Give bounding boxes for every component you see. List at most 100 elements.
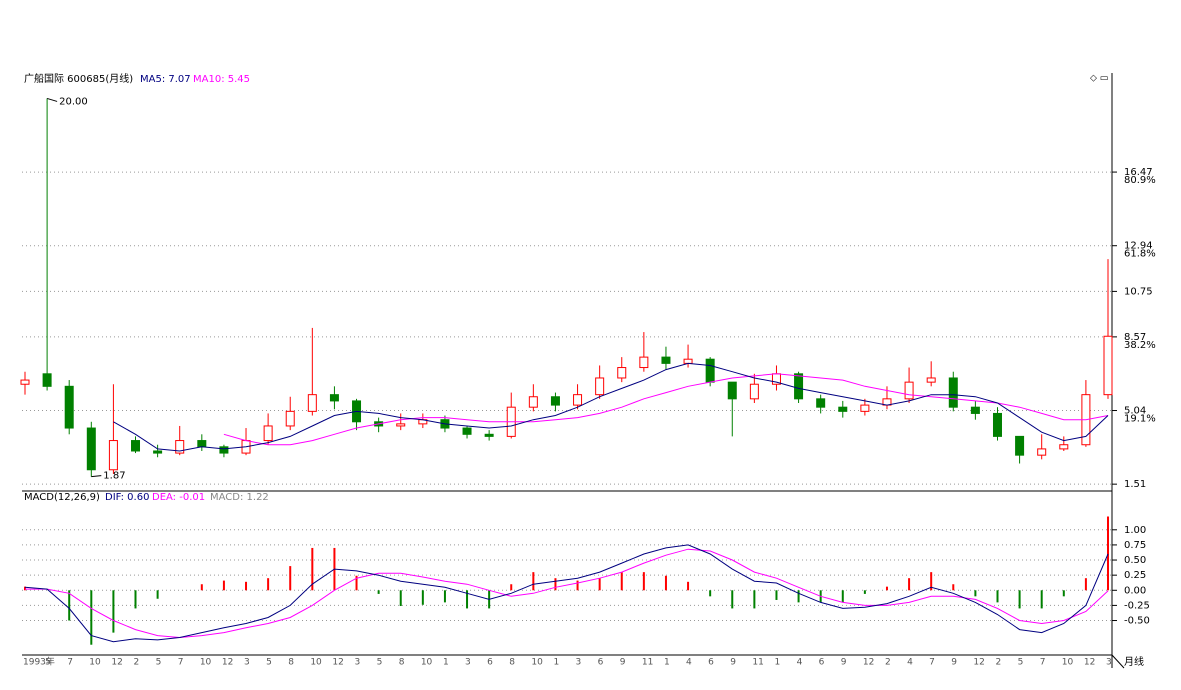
x-tick-label: 9 [951, 658, 957, 668]
y-tick-label: 1.00 [1124, 525, 1146, 536]
x-tick-label: 3 [576, 658, 582, 668]
candle-body [197, 440, 207, 448]
x-tick-label: 6 [708, 658, 714, 668]
candle-body [1037, 448, 1047, 456]
candle-body [838, 406, 848, 412]
y-tick-label: 0.50 [1124, 555, 1146, 566]
x-tick-label: 5 [45, 658, 51, 668]
y-tick-label: 5.04 [1124, 406, 1146, 417]
candle-body [926, 377, 936, 383]
x-tick-label: 5 [1018, 658, 1024, 668]
x-tick-label: 10 [531, 658, 543, 668]
x-tick-label: 9 [730, 658, 736, 668]
candle-body [992, 412, 1002, 437]
candle-body [131, 440, 141, 452]
ma5-legend: MA5: 7.07 [140, 74, 191, 85]
candle-body [219, 446, 229, 454]
candle-body [153, 450, 163, 454]
x-tick-label: 1 [664, 658, 670, 668]
y-tick-label: -0.25 [1124, 600, 1150, 611]
candle-body [64, 385, 74, 429]
x-tick-label: 2 [995, 658, 1001, 668]
x-tick-label: 1 [774, 658, 780, 668]
x-tick-label: 12 [332, 658, 343, 668]
x-tick-label: 12 [111, 658, 122, 668]
candle-body [661, 356, 671, 364]
fib-label: 38.2% [1124, 340, 1156, 351]
candle-body [263, 425, 273, 442]
y-tick-label: 16.47 [1124, 167, 1153, 178]
x-tick-label: 5 [156, 658, 162, 668]
x-tick-label: 7 [1040, 658, 1046, 668]
min-pointer [91, 475, 102, 478]
x-tick-label: 6 [819, 658, 825, 668]
x-tick-label: 12 [973, 658, 984, 668]
x-tick-label: 11 [752, 658, 763, 668]
candle-body [20, 379, 30, 385]
candle-body [727, 381, 737, 400]
x-tick-label: 3 [355, 658, 361, 668]
candle-body [86, 427, 96, 471]
y-tick-label: 0.75 [1124, 540, 1146, 551]
x-tick-label: 9 [620, 658, 626, 668]
x-tick-label: 7 [178, 658, 184, 668]
candle-body [683, 358, 693, 364]
x-tick-label: 7 [67, 658, 73, 668]
candle-body [528, 396, 538, 408]
candle-body [749, 383, 759, 400]
candle-body [573, 394, 583, 406]
ma10-line [223, 373, 1109, 446]
y-tick-label: 1.51 [1124, 479, 1146, 490]
candle-body [396, 423, 406, 427]
x-tick-label: 11 [642, 658, 653, 668]
y-tick-label: 0.00 [1124, 585, 1146, 596]
candle-body [617, 367, 627, 379]
x-tick-label: 1 [553, 658, 559, 668]
candle-body [904, 381, 914, 400]
x-tick-label: 4 [686, 658, 692, 668]
toolbar-icons[interactable]: ◇ ▭ [1090, 74, 1108, 84]
fib-label: 61.8% [1124, 249, 1156, 260]
x-tick-label: 1993年 [23, 656, 55, 668]
chart-title: 广船国际 600685(月线) [24, 72, 133, 85]
x-tick-label: 7 [929, 658, 935, 668]
x-tick-label: 3 [244, 658, 250, 668]
x-tick-label: 9 [841, 658, 847, 668]
fib-label: 80.9% [1124, 175, 1156, 186]
x-tick-label: 2 [885, 658, 891, 668]
x-tick-label: 3 [465, 658, 471, 668]
y-tick-label: 8.57 [1124, 332, 1146, 343]
candle-body [705, 358, 715, 383]
x-tick-label: 1 [443, 658, 449, 668]
min-annotation: 1.87 [103, 471, 125, 482]
candle-body [550, 396, 560, 406]
ma10-legend: MA10: 5.45 [193, 74, 250, 85]
candle-body [816, 398, 826, 408]
dif-line [24, 544, 1109, 643]
candle-body [329, 394, 339, 402]
dea-legend: DEA: -0.01 [152, 492, 205, 503]
dea-line [25, 548, 1109, 639]
candle-body [948, 377, 958, 408]
candle-body [42, 373, 52, 387]
ma5-line [113, 362, 1109, 452]
candle-body [1015, 435, 1025, 456]
x-tick-label: 6 [487, 658, 493, 668]
candle-body [970, 406, 980, 414]
y-tick-label: 10.75 [1124, 286, 1153, 297]
candle-body [307, 394, 317, 412]
x-tick-label: 12 [1084, 658, 1095, 668]
x-tick-label: 2 [134, 658, 140, 668]
x-tick-label: 10 [310, 658, 322, 668]
candle-body [484, 433, 494, 437]
max-annotation: 20.00 [59, 96, 88, 107]
candle-body [1103, 335, 1113, 396]
max-pointer [46, 97, 58, 102]
x-tick-label: 12 [863, 658, 874, 668]
x-tick-label: 10 [421, 658, 433, 668]
fib-label: 19.1% [1124, 414, 1156, 425]
x-tick-label: 6 [598, 658, 604, 668]
x-tick-label: 8 [509, 658, 515, 668]
x-tick-label: 8 [399, 658, 405, 668]
